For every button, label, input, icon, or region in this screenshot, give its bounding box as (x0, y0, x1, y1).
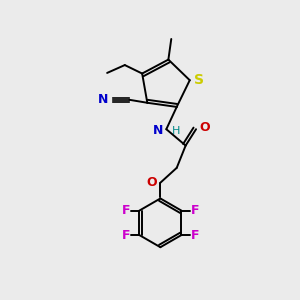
Text: N: N (98, 93, 109, 106)
Text: S: S (194, 73, 204, 87)
Text: N: N (152, 124, 163, 137)
Text: O: O (200, 121, 210, 134)
Text: F: F (190, 229, 199, 242)
Text: H: H (172, 126, 180, 136)
Text: F: F (122, 229, 130, 242)
Text: F: F (190, 204, 199, 217)
Text: O: O (146, 176, 157, 189)
Text: F: F (122, 204, 130, 217)
